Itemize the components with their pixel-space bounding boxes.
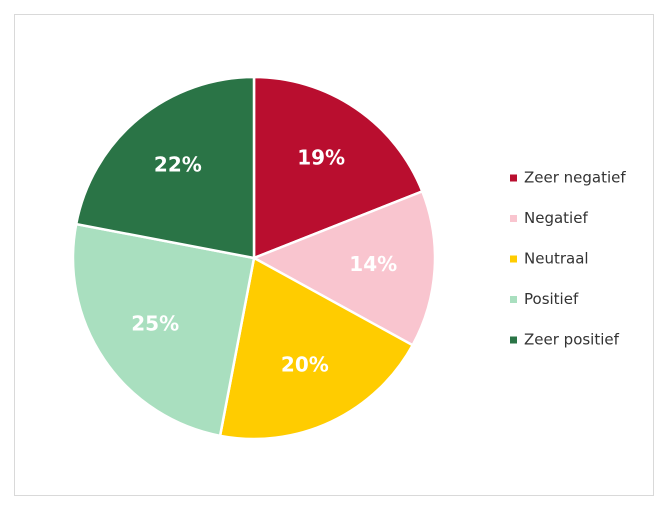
data-label: 19% (297, 146, 345, 170)
data-label: 22% (154, 152, 202, 176)
data-label: 20% (281, 353, 329, 377)
legend-swatch (510, 336, 517, 344)
legend-swatch (510, 296, 517, 303)
legend-label: Zeer negatief (524, 169, 626, 187)
legend-label: Negatief (524, 209, 588, 227)
legend-swatch (510, 174, 517, 182)
pie-slice (252, 75, 424, 260)
legend-swatch (510, 215, 517, 222)
pie-slice (71, 222, 256, 438)
pie-slice (251, 189, 437, 347)
data-label: 25% (131, 312, 179, 336)
legend-label: Zeer positief (524, 331, 620, 349)
legend-swatch (510, 255, 517, 263)
data-label: 14% (349, 252, 397, 276)
legend-label: Neutraal (524, 250, 589, 268)
pie-slice (218, 256, 415, 441)
pie-slice (74, 75, 256, 260)
legend-label: Positief (524, 290, 579, 308)
